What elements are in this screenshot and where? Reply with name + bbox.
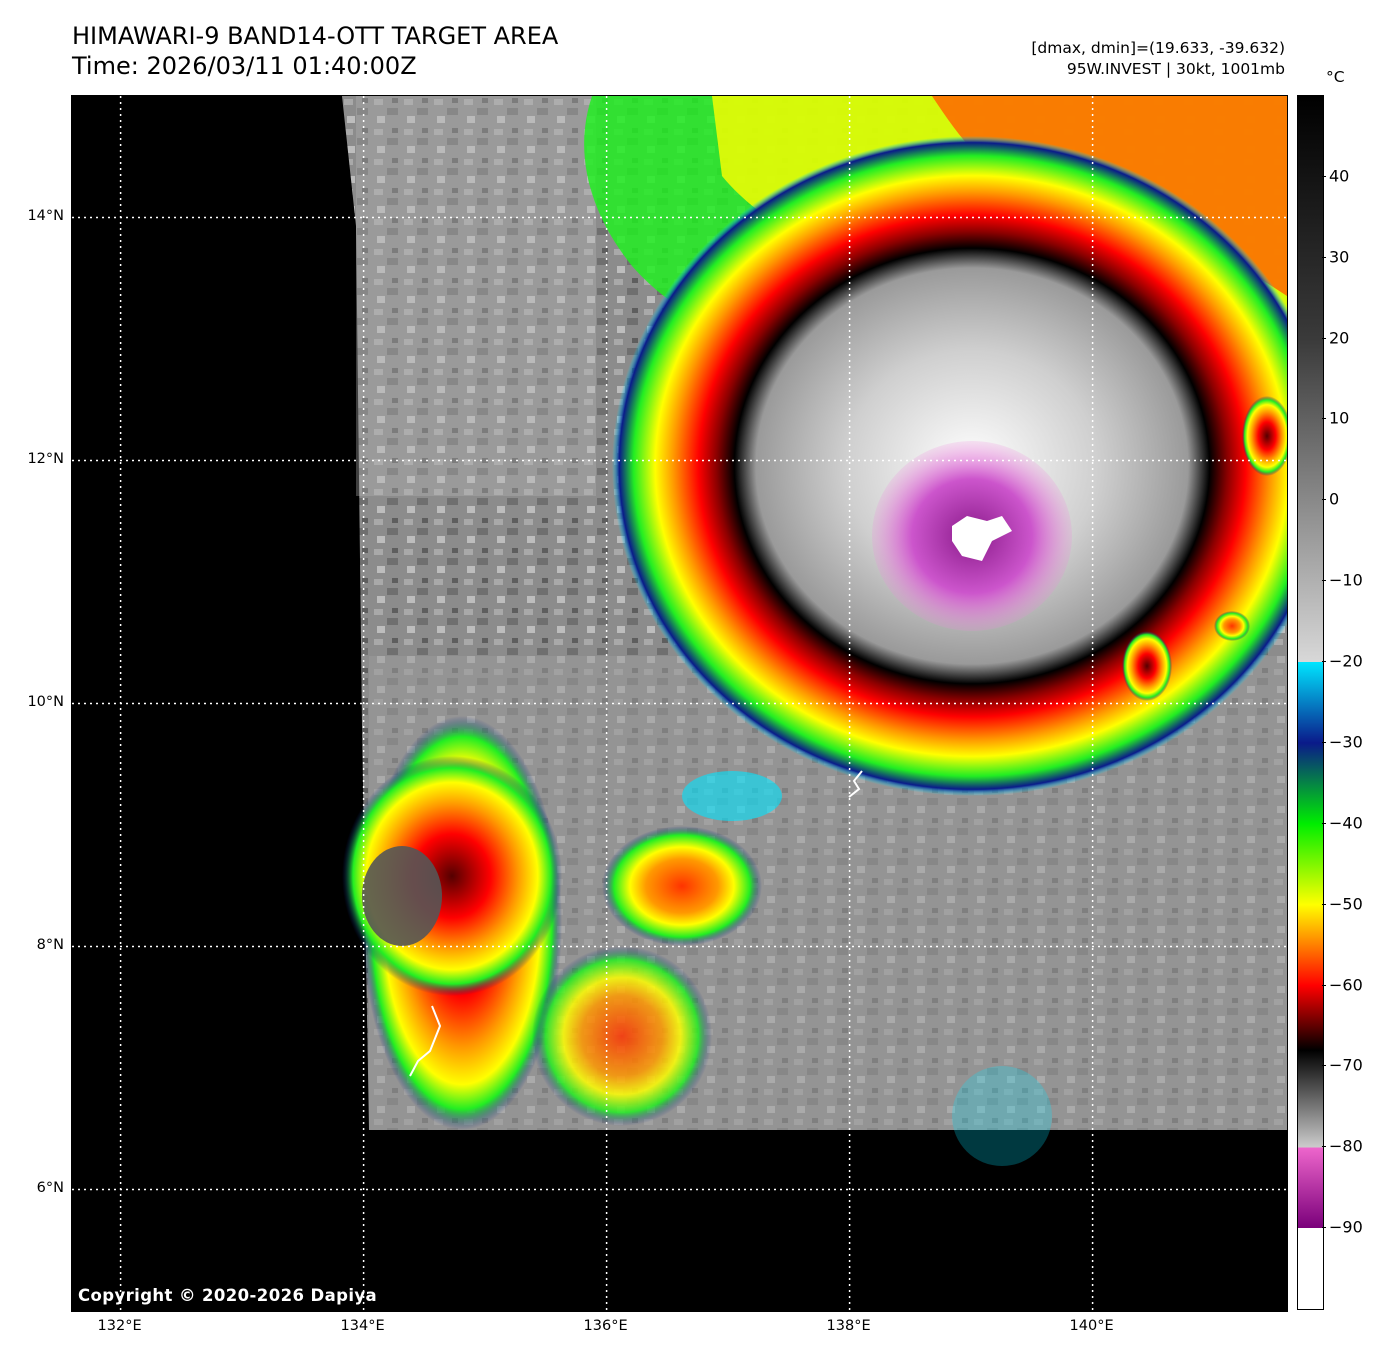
colorbar-tick-mark bbox=[1322, 1146, 1326, 1148]
timestamp: Time: 2026/03/11 01:40:00Z bbox=[72, 52, 417, 80]
satellite-imagery bbox=[72, 96, 1287, 1311]
lon-label: 132°E bbox=[97, 1318, 142, 1334]
colorbar-tick-label: −10 bbox=[1329, 570, 1363, 590]
lon-label: 136°E bbox=[583, 1318, 628, 1334]
lat-label: 6°N bbox=[36, 1179, 64, 1196]
colorbar-tick-mark bbox=[1322, 256, 1326, 258]
colorbar-gradient bbox=[1298, 96, 1323, 1309]
lat-label: 14°N bbox=[27, 207, 64, 224]
colorbar-tick-mark bbox=[1322, 418, 1326, 420]
colorbar-tick-mark bbox=[1322, 499, 1326, 501]
colorbar-tick-mark bbox=[1322, 984, 1326, 986]
colorbar-tick-label: 20 bbox=[1329, 328, 1350, 348]
lon-label: 138°E bbox=[826, 1318, 871, 1334]
copyright-text: Copyright © 2020-2026 Dapiya bbox=[78, 1286, 378, 1305]
colorbar-tick-label: −60 bbox=[1329, 975, 1363, 995]
satellite-map: Copyright © 2020-2026 Dapiya bbox=[71, 95, 1288, 1312]
storm-info: 95W.INVEST | 30kt, 1001mb bbox=[1066, 60, 1285, 78]
colorbar-tick-label: 30 bbox=[1329, 247, 1350, 267]
colorbar-tick-label: −40 bbox=[1329, 813, 1363, 833]
chart-title: HIMAWARI-9 BAND14-OTT TARGET AREA bbox=[72, 22, 559, 50]
map-gridlines bbox=[72, 96, 1287, 1311]
lat-label: 8°N bbox=[36, 936, 64, 953]
colorbar-tick-label: 0 bbox=[1329, 489, 1340, 509]
colorbar-tick-mark bbox=[1322, 175, 1326, 177]
colorbar-unit: °C bbox=[1326, 68, 1345, 86]
colorbar-tick-mark bbox=[1322, 741, 1326, 743]
colorbar-tick-label: −90 bbox=[1329, 1217, 1363, 1237]
lon-label: 134°E bbox=[340, 1318, 385, 1334]
colorbar-tick-mark bbox=[1322, 580, 1326, 582]
lat-label: 12°N bbox=[27, 450, 64, 467]
colorbar-tick-mark bbox=[1322, 337, 1326, 339]
colorbar-tick-label: 40 bbox=[1329, 166, 1350, 186]
colorbar-tick-label: −80 bbox=[1329, 1136, 1363, 1156]
colorbar-tick-label: −20 bbox=[1329, 651, 1363, 671]
colorbar-tick-mark bbox=[1322, 822, 1326, 824]
colorbar-tick-label: −30 bbox=[1329, 732, 1363, 752]
colorbar bbox=[1297, 95, 1324, 1310]
colorbar-tick-mark bbox=[1322, 903, 1326, 905]
colorbar-tick-label: −50 bbox=[1329, 894, 1363, 914]
colorbar-tick-label: 10 bbox=[1329, 408, 1350, 428]
lat-label: 10°N bbox=[27, 693, 64, 710]
data-range-info: [dmax, dmin]=(19.633, -39.632) bbox=[1031, 39, 1285, 57]
colorbar-tick-mark bbox=[1322, 661, 1326, 663]
colorbar-tick-mark bbox=[1322, 1065, 1326, 1067]
colorbar-tick-mark bbox=[1322, 1227, 1326, 1229]
lon-label: 140°E bbox=[1069, 1318, 1114, 1334]
colorbar-tick-label: −70 bbox=[1329, 1055, 1363, 1075]
